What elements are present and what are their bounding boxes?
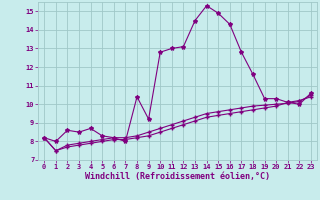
X-axis label: Windchill (Refroidissement éolien,°C): Windchill (Refroidissement éolien,°C): [85, 172, 270, 181]
